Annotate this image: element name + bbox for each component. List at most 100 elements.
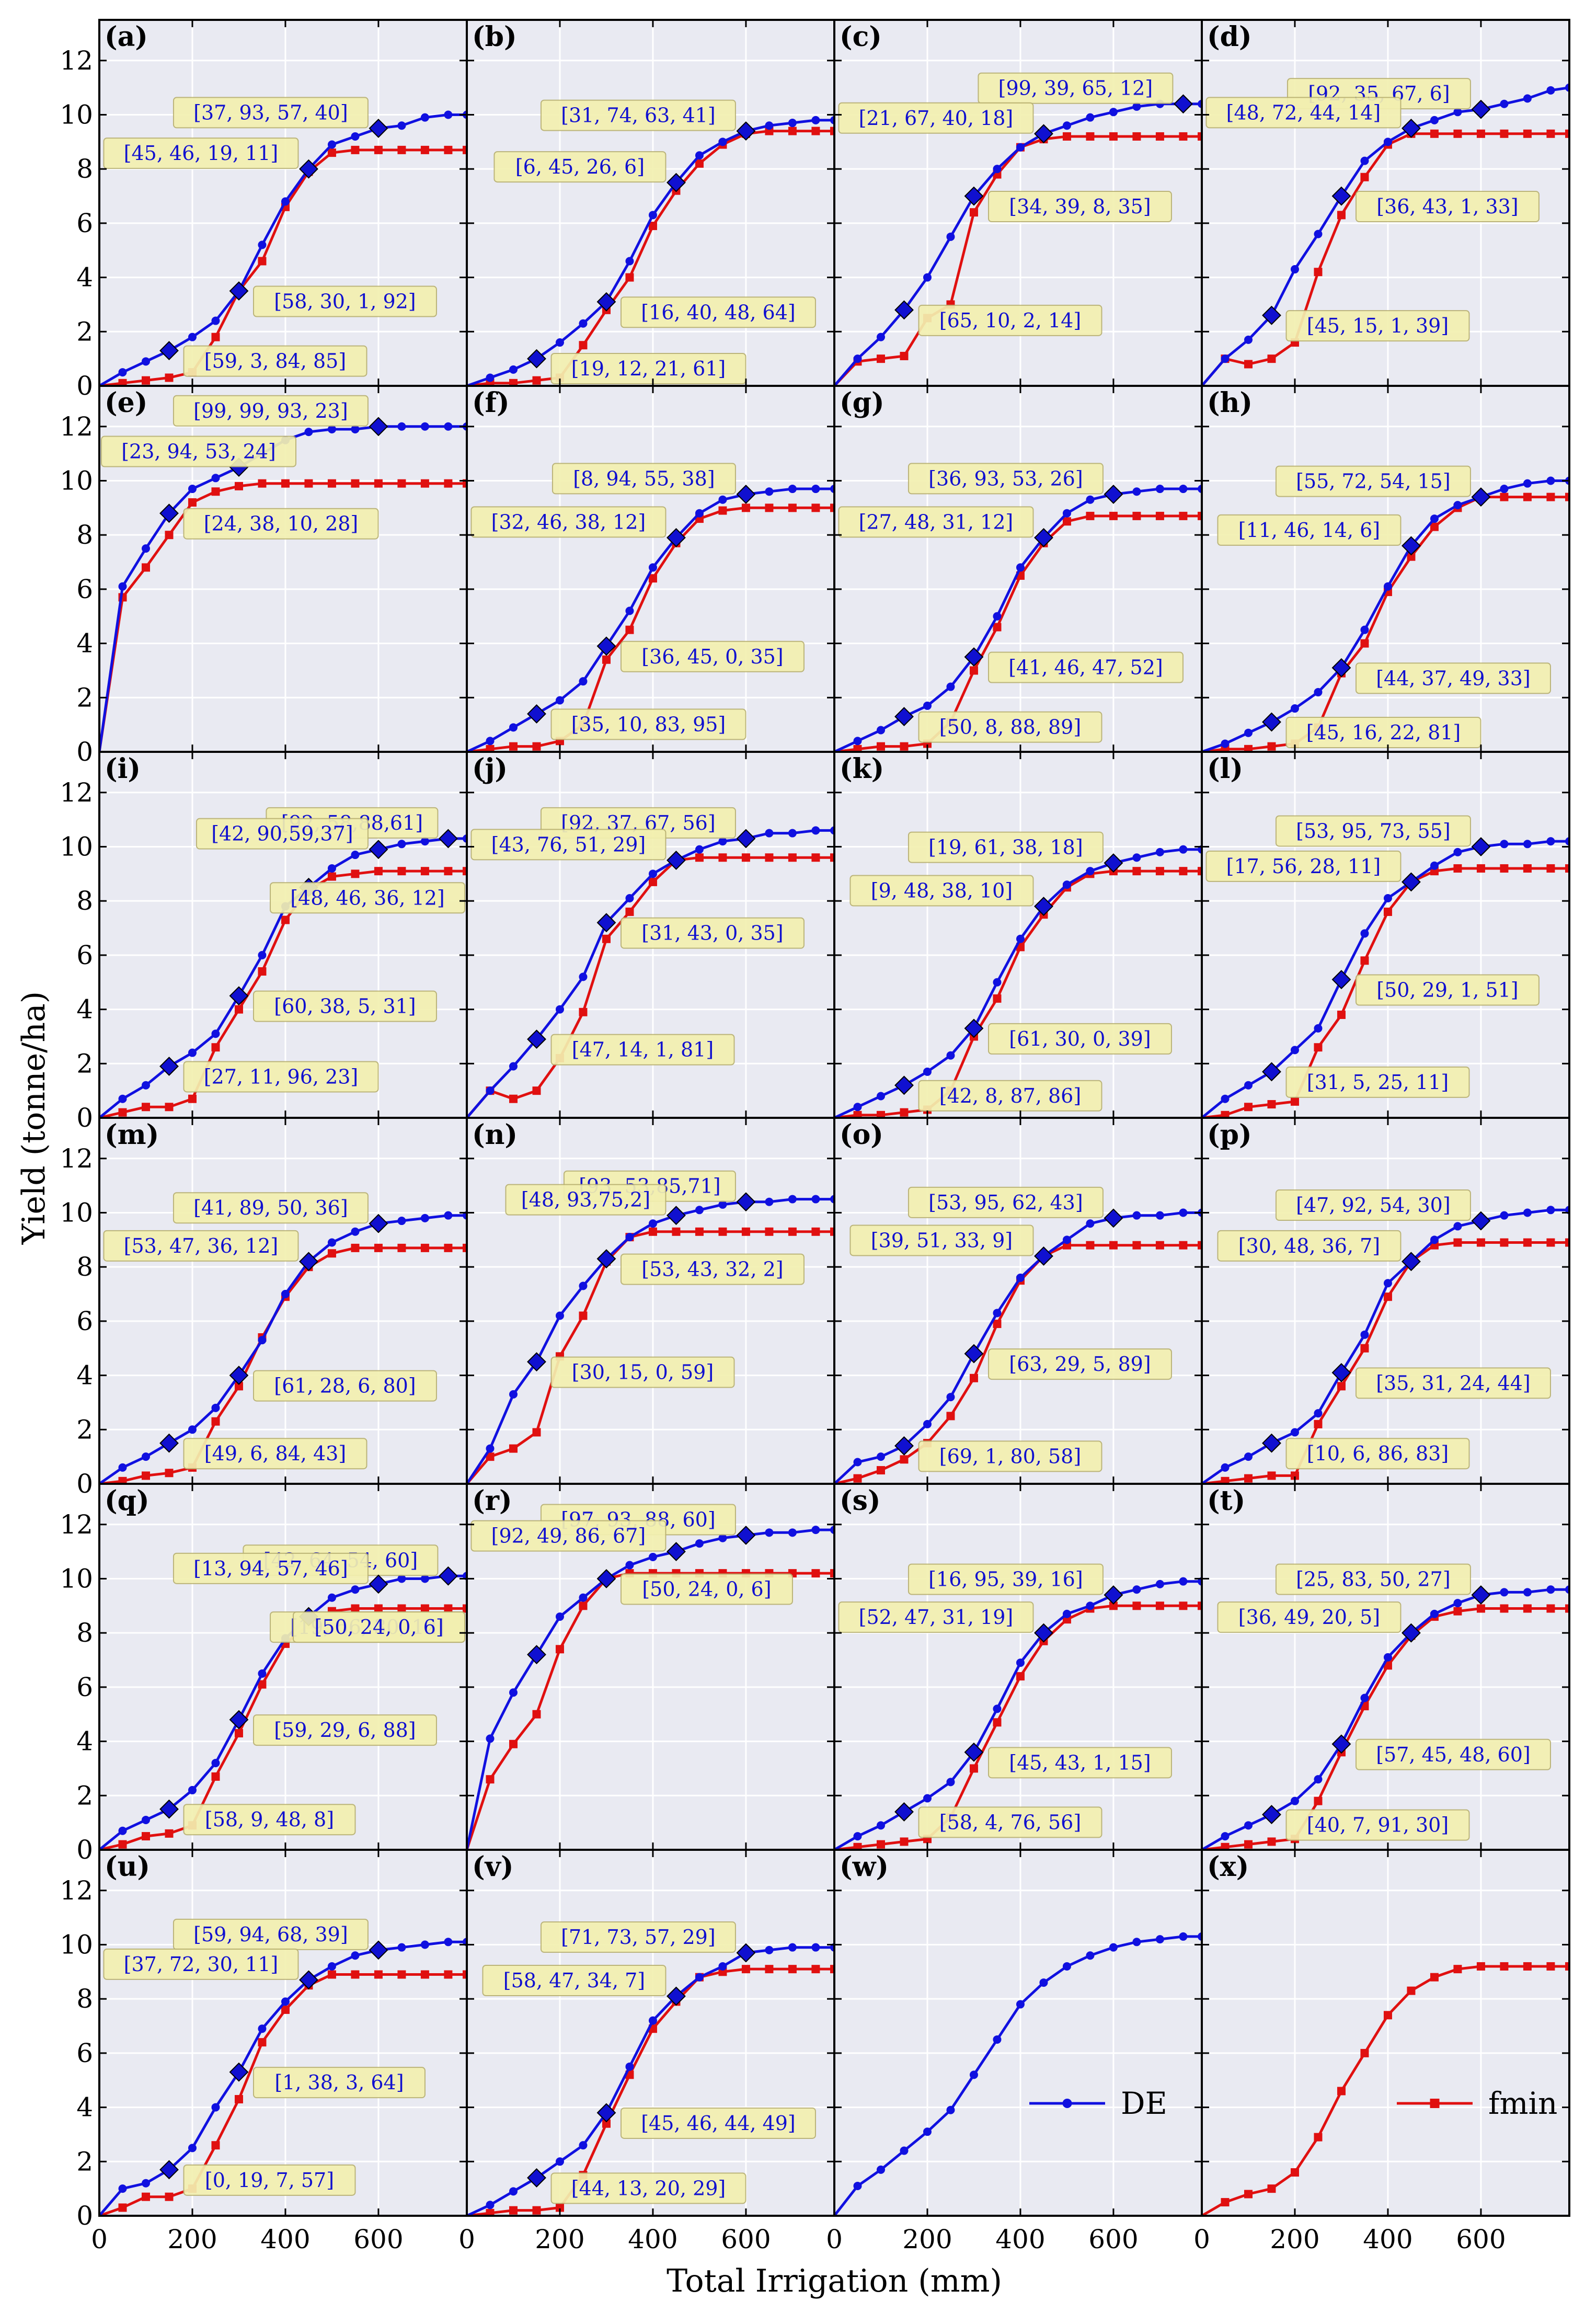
annotation-marker <box>1262 712 1281 732</box>
annotation-box <box>620 1573 793 1605</box>
annotation-marker <box>894 1802 914 1822</box>
annotation-marker <box>1262 305 1281 325</box>
panel-frame <box>1201 1849 1570 2217</box>
fmin-series-point <box>327 479 336 488</box>
fmin-series-point <box>258 257 267 266</box>
annotation-box <box>470 1520 667 1552</box>
panel-label: (s) <box>840 1485 880 1517</box>
annotation-box <box>1285 716 1481 748</box>
de-series-point <box>1221 1832 1230 1841</box>
de-series-point <box>853 354 862 363</box>
de-series-point <box>397 1943 406 1952</box>
de-series-point <box>946 1051 955 1060</box>
annotation-label: [69, 1, 80, 58] <box>939 1445 1081 1468</box>
de-series-point <box>420 422 429 431</box>
de-series-point <box>923 1067 932 1076</box>
annotation-marker <box>1034 1246 1053 1266</box>
de-series-point <box>351 425 360 433</box>
fmin-series-point <box>463 1970 467 1979</box>
panel-label: (u) <box>105 1851 150 1883</box>
de-series-point <box>555 1612 564 1621</box>
de-series-point <box>876 726 885 735</box>
plot-area: [8, 94, 55, 38] [32, 46, 38, 12] [36, 45, … <box>467 463 834 752</box>
fmin-series-point <box>1500 864 1509 873</box>
subplot-d: [92, 35, 67, 6][48, 72, 44, 14][36, 43, … <box>1201 19 1570 387</box>
fmin-series-point <box>234 1729 243 1738</box>
panel-background <box>1202 1850 1569 2216</box>
annotation-label: [55, 72, 54, 15] <box>1296 470 1451 493</box>
y-tick-label: 12 <box>60 45 93 76</box>
fmin-series-point <box>1198 511 1202 520</box>
annotation-marker <box>1471 1585 1491 1605</box>
fmin-series-point <box>830 1227 834 1236</box>
annotation-marker <box>736 829 756 849</box>
de-series-point <box>188 1425 197 1434</box>
fmin-series-point <box>1221 1111 1230 1118</box>
annotation-box <box>173 97 369 129</box>
fmin-series-point <box>374 1604 383 1613</box>
de-series-point <box>788 485 797 494</box>
de-series-point <box>211 1759 220 1768</box>
fmin-series-point <box>1221 2198 1230 2207</box>
fmin-series-point <box>374 145 383 154</box>
de-series-point <box>1132 1938 1141 1947</box>
fmin-series-point <box>486 745 495 752</box>
x-tick-label: 200 <box>535 2224 584 2254</box>
fmin-series-point <box>165 531 174 540</box>
fmin-series-point <box>648 877 657 886</box>
fmin-series-point <box>853 1842 862 1850</box>
y-tick-label: 12 <box>60 411 93 442</box>
annotation-marker <box>1104 484 1123 504</box>
de-series-point <box>509 1390 518 1399</box>
annotation-marker <box>667 850 686 870</box>
fmin-series-point <box>695 1227 704 1236</box>
de-series-point <box>876 2165 885 2174</box>
de-series-point <box>1221 1094 1230 1103</box>
fmin-series-point <box>374 479 383 488</box>
fmin-series-point <box>211 333 220 341</box>
annotation-label: [99, 99, 93, 23] <box>193 399 348 422</box>
de-series-point <box>1155 1935 1164 1944</box>
fmin-series-point <box>1476 1604 1485 1613</box>
annotation-label: [92, 49, 86, 67] <box>491 1525 646 1548</box>
de-series-point <box>579 2141 588 2150</box>
annotation-marker <box>527 1029 546 1049</box>
annotation-label: [30, 48, 36, 7] <box>1238 1234 1380 1257</box>
fmin-series-point <box>811 853 820 862</box>
panel-label: (b) <box>472 21 517 53</box>
de-series-point <box>1179 485 1188 494</box>
de-series-point <box>118 1826 127 1835</box>
de-series-point <box>1244 728 1253 737</box>
annotation-box <box>1355 191 1540 223</box>
fmin-series-point <box>327 1249 336 1258</box>
plot-area: [93, 53,85,71][48, 93,75,2][53, 43, 32, … <box>467 1170 834 1484</box>
annotation-marker <box>1402 872 1421 892</box>
x-tick-label: 0 <box>91 2224 108 2254</box>
annotation-box <box>620 2107 816 2139</box>
fmin-series-point <box>444 1970 453 1979</box>
panel-label: (w) <box>840 1851 889 1883</box>
annotation-marker <box>438 1566 458 1586</box>
de-series-point <box>141 544 150 553</box>
fmin-series-point <box>718 1227 727 1236</box>
fmin-series-point <box>211 1043 220 1052</box>
panel-label: (n) <box>472 1119 518 1151</box>
annotation-box <box>505 1184 667 1216</box>
fmin-series-point <box>765 853 774 862</box>
annotation-box <box>183 345 367 377</box>
fmin-series-point <box>211 1417 220 1426</box>
fmin-series-point <box>993 1320 1002 1329</box>
panel-label: (e) <box>105 387 147 419</box>
subplot-v: [71, 73, 57, 29] [58, 47, 34, 7] [45, 46, … <box>458 1849 835 2254</box>
de-series-point <box>718 1533 727 1542</box>
annotation-box <box>918 1080 1102 1112</box>
de-series-point <box>327 1238 336 1247</box>
fmin-series-point <box>1453 1238 1462 1247</box>
annotation-marker <box>369 1213 388 1233</box>
de-series-point <box>1179 1577 1188 1586</box>
panel-label: (c) <box>840 21 882 53</box>
annotation-marker <box>1034 897 1053 916</box>
fmin-series-point <box>1244 2190 1253 2199</box>
fmin-series-point <box>1565 1962 1569 1971</box>
annotation-label: [35, 10, 83, 95] <box>571 713 726 736</box>
